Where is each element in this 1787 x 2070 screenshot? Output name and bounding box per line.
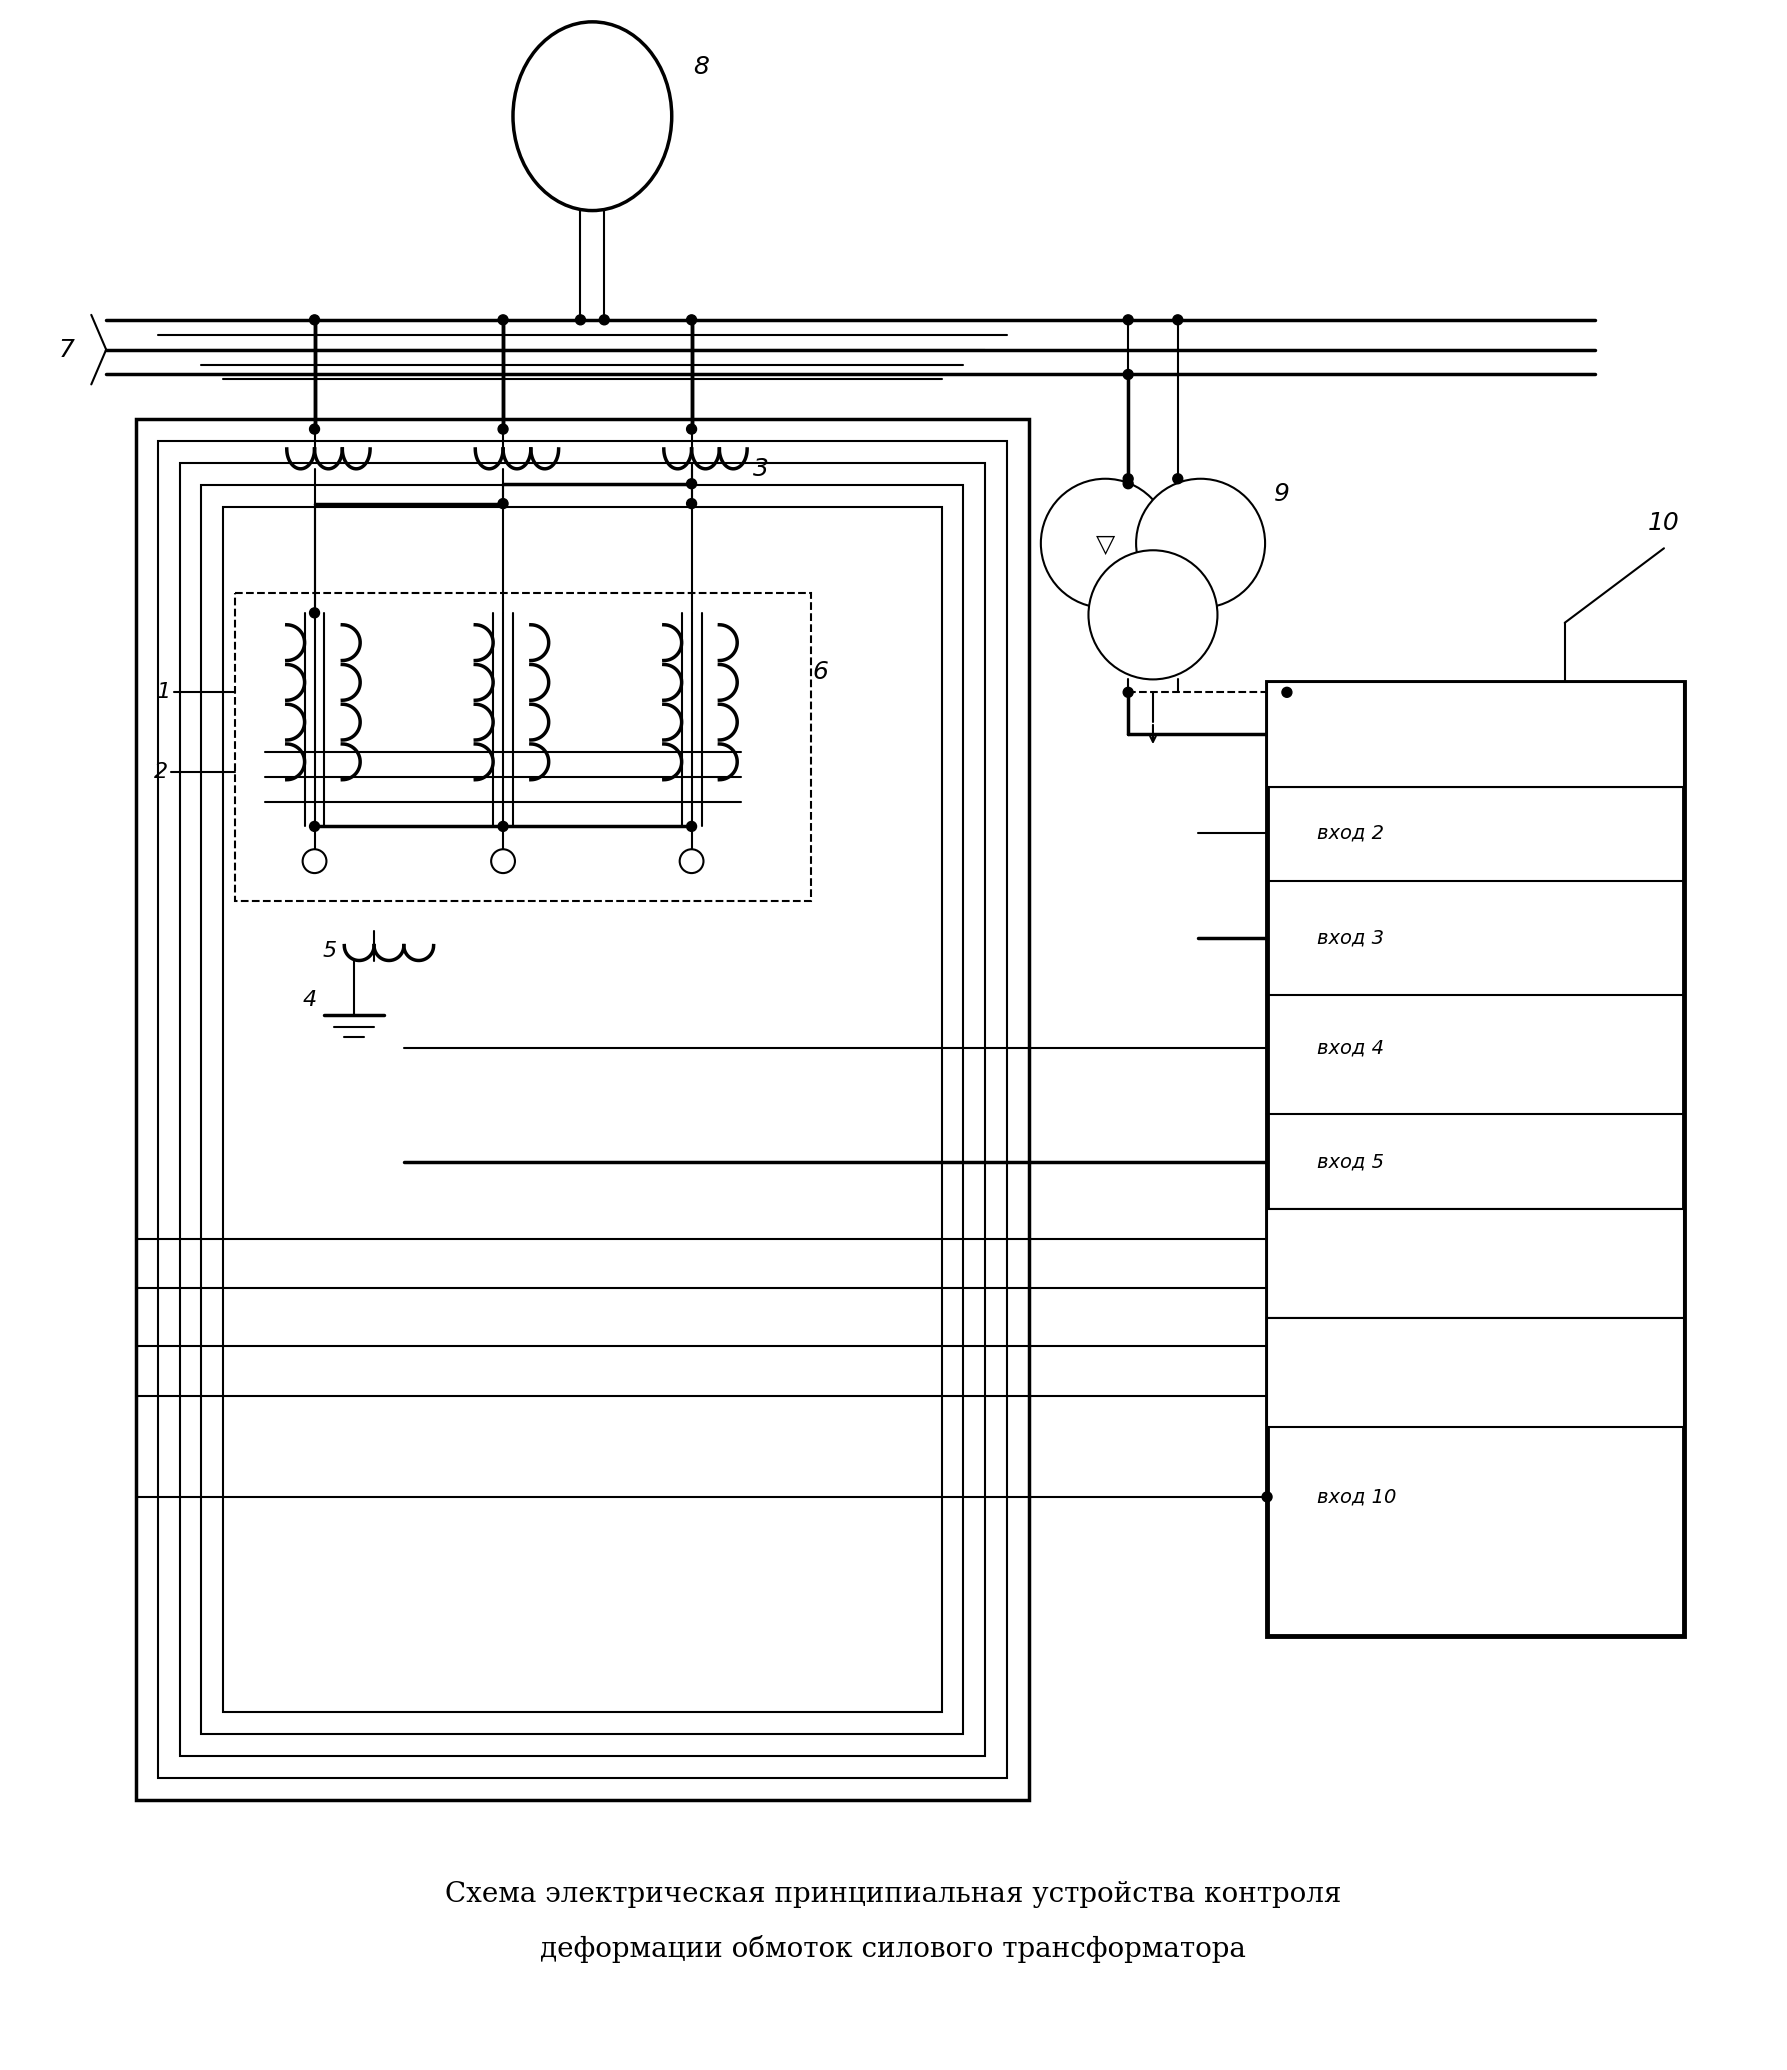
Circle shape	[1281, 687, 1292, 698]
Circle shape	[1088, 551, 1217, 679]
Bar	[1267, 683, 1683, 1635]
Text: 3: 3	[752, 457, 768, 480]
Text: 7: 7	[59, 337, 75, 362]
Circle shape	[499, 315, 508, 325]
Circle shape	[1040, 478, 1170, 609]
Circle shape	[686, 499, 697, 509]
Text: 4: 4	[302, 989, 316, 1010]
Circle shape	[1172, 315, 1183, 325]
Circle shape	[575, 315, 586, 325]
Circle shape	[1137, 478, 1265, 609]
Text: ~: ~	[572, 101, 604, 141]
Text: вход 9: вход 9	[1317, 1387, 1383, 1406]
Bar	[1267, 683, 1683, 787]
Bar	[179, 464, 985, 1755]
Text: вход 2: вход 2	[1317, 824, 1383, 842]
Circle shape	[599, 315, 609, 325]
Circle shape	[309, 609, 320, 617]
Circle shape	[686, 822, 697, 832]
Bar	[136, 418, 1029, 1799]
Circle shape	[499, 499, 508, 509]
Text: вход 8: вход 8	[1317, 1337, 1383, 1356]
Bar	[1267, 1319, 1683, 1428]
Ellipse shape	[513, 23, 672, 211]
Text: 8: 8	[693, 54, 709, 79]
Text: 6: 6	[813, 660, 829, 685]
Text: вход 1: вход 1	[1317, 724, 1383, 743]
Circle shape	[1124, 478, 1133, 489]
Bar	[223, 507, 942, 1712]
Circle shape	[1124, 474, 1133, 484]
Text: вход 4: вход 4	[1317, 1039, 1383, 1058]
Circle shape	[309, 315, 320, 325]
Text: Схема электрическая принципиальная устройства контроля: Схема электрическая принципиальная устро…	[445, 1882, 1342, 1909]
Text: 9: 9	[1274, 482, 1290, 505]
Bar	[157, 441, 1008, 1778]
Circle shape	[686, 424, 697, 435]
Bar	[1267, 1209, 1683, 1319]
Text: деформации обмоток силового трансформатора: деформации обмоток силового трансформато…	[540, 1935, 1246, 1962]
Circle shape	[309, 822, 320, 832]
Circle shape	[686, 315, 697, 325]
Text: вход 7: вход 7	[1317, 1279, 1383, 1298]
Circle shape	[499, 822, 508, 832]
Text: 5: 5	[322, 940, 336, 960]
Text: вход 5: вход 5	[1317, 1153, 1383, 1172]
Circle shape	[309, 424, 320, 435]
Circle shape	[302, 849, 327, 874]
Circle shape	[679, 849, 704, 874]
Text: ▽: ▽	[1095, 534, 1115, 557]
Bar	[202, 484, 963, 1735]
Circle shape	[1172, 474, 1183, 484]
Text: вход 10: вход 10	[1317, 1488, 1396, 1507]
Circle shape	[1124, 687, 1133, 698]
Circle shape	[499, 424, 508, 435]
Circle shape	[1124, 315, 1133, 325]
Circle shape	[1262, 1492, 1272, 1503]
Text: вход 3: вход 3	[1317, 927, 1383, 948]
Circle shape	[686, 478, 697, 489]
Circle shape	[491, 849, 515, 874]
Text: 10: 10	[1648, 511, 1680, 536]
Text: вход 6: вход 6	[1317, 1230, 1383, 1248]
Text: 2: 2	[154, 762, 168, 782]
Text: 1: 1	[157, 683, 172, 702]
Circle shape	[1124, 371, 1133, 379]
